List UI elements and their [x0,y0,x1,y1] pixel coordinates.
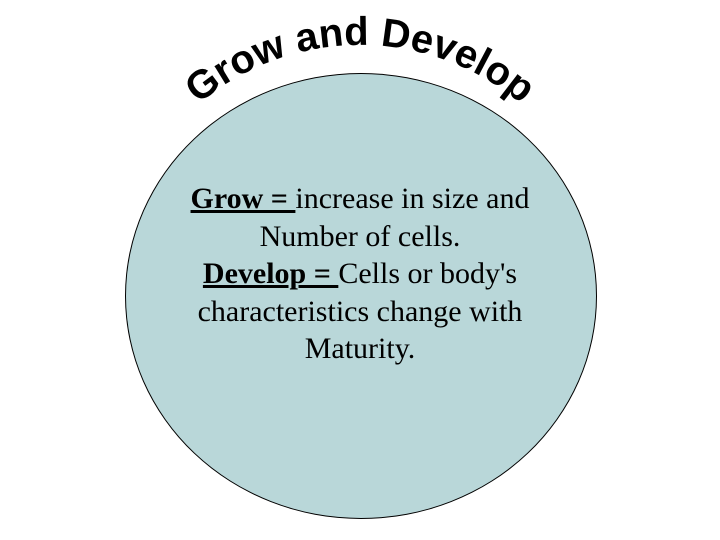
diagram-stage: Grow and Develop Grow = increase in size… [0,0,720,540]
develop-line-3: Maturity. [125,330,595,368]
grow-def-1: increase in size and [295,182,529,215]
grow-line-1: Grow = increase in size and [125,180,595,218]
grow-line-2: Number of cells. [125,218,595,256]
develop-line-1: Develop = Cells or body's [125,255,595,293]
develop-def-1: Cells or body's [338,257,517,290]
grow-term: Grow = [191,182,296,215]
definitions-block: Grow = increase in size and Number of ce… [125,180,595,368]
develop-line-2: characteristics change with [125,293,595,331]
develop-term: Develop = [203,257,338,290]
